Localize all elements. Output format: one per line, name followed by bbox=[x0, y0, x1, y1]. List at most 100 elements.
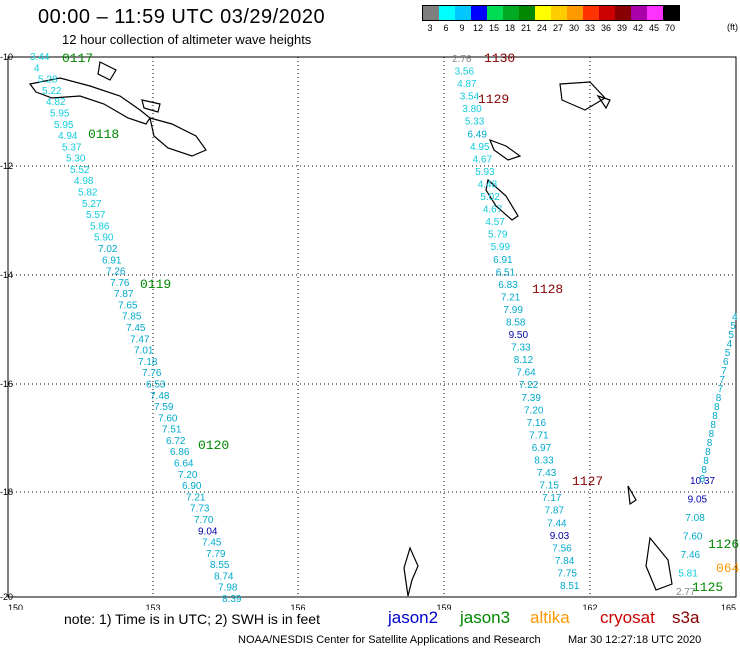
coastline bbox=[403, 546, 419, 597]
wave-height-label: 5.37 bbox=[62, 142, 82, 153]
wave-height-label: 7.99 bbox=[503, 305, 523, 316]
satellite-cryosat: cryosat bbox=[600, 608, 655, 627]
wave-height-label: 6.49 bbox=[467, 129, 487, 140]
wave-height-label: 7.51 bbox=[162, 425, 182, 436]
wave-height-label: 5.82 bbox=[78, 188, 98, 199]
wave-height-label: 4.48 bbox=[478, 179, 498, 190]
wave-height-label: 9.04 bbox=[198, 526, 218, 537]
latitude-label: -14 bbox=[0, 270, 13, 280]
wave-height-label: 7.64 bbox=[516, 368, 536, 379]
wave-height-label: 6.83 bbox=[498, 280, 518, 291]
legend-swatch bbox=[599, 6, 615, 20]
wave-height-label-partial: 8 bbox=[714, 402, 720, 413]
longitude-label: 165 bbox=[721, 603, 736, 610]
wave-height-label: 4.82 bbox=[46, 97, 66, 108]
coastline bbox=[488, 138, 522, 161]
legend-swatch bbox=[663, 6, 679, 20]
legend-label: 9 bbox=[459, 23, 465, 33]
coastline bbox=[485, 178, 519, 221]
wave-height-label: 9.05 bbox=[688, 495, 708, 506]
wave-height-label: 5.52 bbox=[70, 165, 90, 176]
wave-height-label: 5.30 bbox=[66, 154, 86, 165]
longitude-label: 159 bbox=[436, 603, 451, 610]
pass-time-label: 064 bbox=[716, 561, 740, 576]
wave-height-label: 4.67 bbox=[473, 154, 493, 165]
latitude-label: -12 bbox=[0, 161, 13, 171]
satellite-jason3: jason3 bbox=[460, 608, 511, 627]
coastline bbox=[28, 77, 151, 125]
wave-height-label: 3.44 bbox=[30, 52, 50, 63]
wave-height-label: 5.93 bbox=[475, 167, 495, 178]
longitude-label: 156 bbox=[290, 603, 305, 610]
wave-height-label: 7.08 bbox=[685, 513, 705, 524]
legend-label: 27 bbox=[552, 23, 563, 33]
pass-time-label: 0119 bbox=[140, 277, 171, 292]
wave-height-label: 7.79 bbox=[206, 549, 226, 560]
wave-height-label-partial: 7 bbox=[719, 375, 725, 386]
footer-note: note: 1) Time is in UTC; 2) SWH is in fe… bbox=[64, 611, 320, 627]
wave-height-label: 7.33 bbox=[511, 343, 531, 354]
wave-height-label: 7.15 bbox=[539, 481, 559, 492]
wave-height-label: 7.26 bbox=[106, 267, 126, 278]
legend-swatch bbox=[423, 6, 439, 20]
wave-height-label: 7.87 bbox=[114, 289, 134, 300]
legend-swatch bbox=[455, 6, 471, 20]
map-canvas: 150 153 156 159 162 165 -10 -12 -14 -16 -18 -20 3.44… bbox=[0, 51, 740, 610]
wave-height-label: 5.22 bbox=[42, 86, 62, 97]
wave-height-label: 3.80 bbox=[462, 104, 482, 115]
wave-height-label: 6.86 bbox=[170, 447, 190, 458]
wave-height-label: 7.46 bbox=[681, 550, 701, 561]
wave-height-label-partial: 8 bbox=[701, 465, 707, 476]
wave-height-label-partial: 6 bbox=[723, 357, 729, 368]
wave-height-label: 6.64 bbox=[174, 459, 194, 470]
wave-height-label: 8.58 bbox=[506, 318, 526, 329]
latitude-label: -18 bbox=[0, 487, 13, 497]
legend-swatch bbox=[535, 6, 551, 20]
legend-label: 42 bbox=[632, 23, 643, 33]
wave-height-label: 4.87 bbox=[457, 79, 477, 90]
wave-height-label: 7.21 bbox=[501, 292, 521, 303]
wave-height-label: 7.18 bbox=[138, 357, 158, 368]
wave-height-label: 5.33 bbox=[465, 117, 485, 128]
wave-height-label: 7.43 bbox=[537, 468, 557, 479]
wave-height-label: 6.51 bbox=[496, 267, 516, 278]
wave-height-label: 7.02 bbox=[98, 244, 118, 255]
timestamp: Mar 30 12:27:18 UTC 2020 bbox=[568, 634, 702, 646]
legend-unit: (ft) bbox=[727, 22, 738, 32]
color-legend: 3 6 9 12 15 18 21 24 27 30 33 36 39 42 45 70 bbox=[422, 5, 680, 33]
wave-height-label: 4.57 bbox=[485, 217, 505, 228]
legend-label: 45 bbox=[648, 23, 659, 33]
wave-height-label: 7.39 bbox=[521, 393, 541, 404]
legend-label: 33 bbox=[584, 23, 595, 33]
pass-time-label: 1128 bbox=[532, 282, 563, 297]
wave-height-label: 8.51 bbox=[560, 581, 580, 592]
pass-time-label: 1126 bbox=[708, 537, 739, 552]
wave-height-label: 5.02 bbox=[480, 192, 500, 203]
pass-time-label: 1127 bbox=[572, 474, 603, 489]
satellite-altika: altika bbox=[530, 608, 570, 627]
wave-height-label: 7.60 bbox=[683, 532, 703, 543]
wave-height-label-partial: 5 bbox=[728, 330, 734, 341]
wave-height-label: 8.33 bbox=[534, 456, 554, 467]
wave-height-label: 7.59 bbox=[154, 402, 174, 413]
legend-swatch bbox=[615, 6, 631, 20]
wave-height-label: 4.98 bbox=[74, 176, 94, 187]
wave-height-label-partial: 4 bbox=[732, 312, 738, 323]
legend-label: 12 bbox=[472, 23, 483, 33]
pass-time-label: 1125 bbox=[692, 580, 723, 595]
wave-height-label: 4.95 bbox=[470, 142, 490, 153]
wave-height-label: 7.56 bbox=[552, 543, 572, 554]
wave-height-label: 8.55 bbox=[210, 560, 230, 571]
legend-label: 15 bbox=[488, 23, 499, 33]
wave-height-label-partial: 8 bbox=[700, 474, 706, 485]
wave-height-label-partial: 8 bbox=[707, 438, 713, 449]
wave-height-label: 6.91 bbox=[493, 255, 513, 266]
latitude-label: -20 bbox=[0, 592, 13, 602]
wave-height-label-partial: 7 bbox=[721, 366, 727, 377]
wave-height-label-partial: 8 bbox=[709, 429, 715, 440]
wave-height-label: 4 bbox=[34, 63, 40, 74]
legend-label: 30 bbox=[568, 23, 579, 33]
wave-height-label: 6.91 bbox=[102, 255, 122, 266]
wave-height-label: 7.76 bbox=[142, 368, 162, 379]
wave-height-label: 7.60 bbox=[158, 413, 178, 424]
